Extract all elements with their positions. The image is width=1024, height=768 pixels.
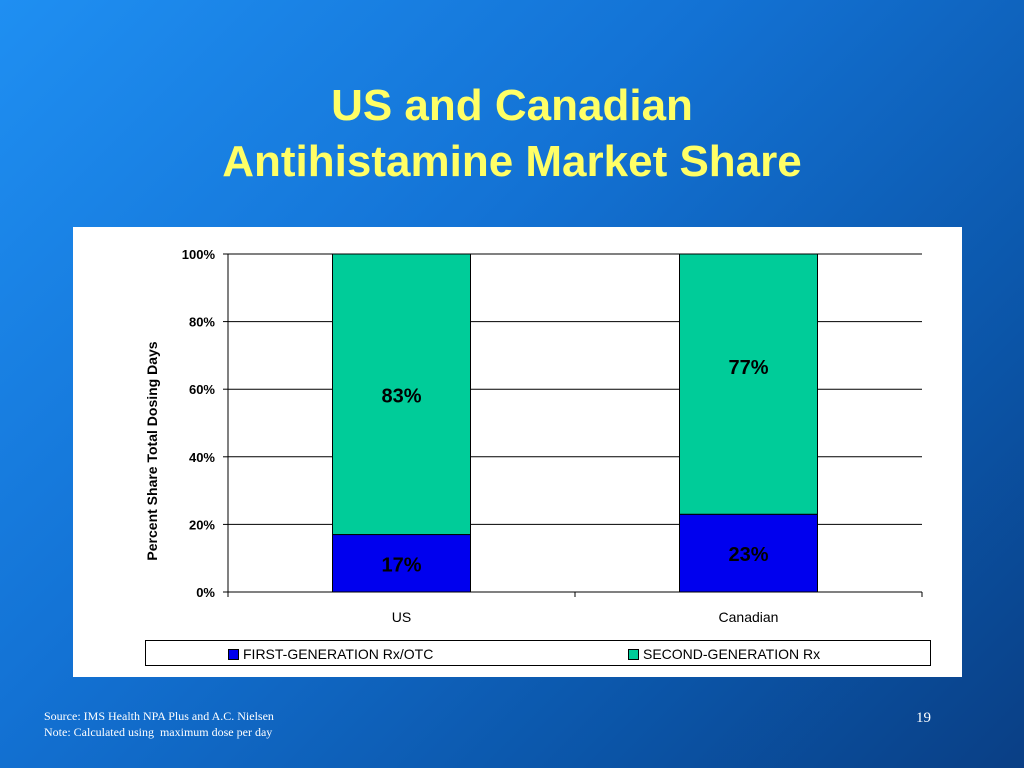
data-label: 83% bbox=[381, 385, 421, 407]
source-note: Source: IMS Health NPA Plus and A.C. Nie… bbox=[44, 709, 274, 723]
y-tick-label: 20% bbox=[189, 517, 215, 532]
legend-swatch-second-generation bbox=[628, 648, 639, 660]
y-tick-label: 0% bbox=[196, 585, 215, 600]
title-line-1: US and Canadian bbox=[331, 81, 693, 130]
bar-segment-second-generation-us bbox=[332, 253, 471, 536]
chart-legend: FIRST-GENERATION Rx/OTC SECOND-GENERATIO… bbox=[145, 640, 931, 666]
chart-area: 17% 83% 23% 77% 0% 20% 40% 60% 80% 100% US Canadia… bbox=[73, 227, 962, 677]
data-label: 23% bbox=[728, 544, 768, 566]
bar-segment-first-generation-us bbox=[332, 534, 471, 593]
bar-segment-second-generation-canadian bbox=[679, 253, 818, 515]
x-tick-label: Canadian bbox=[719, 609, 779, 625]
stacked-bar-chart: 17% 83% 23% 77% 0% 20% 40% 60% 80% 100% US Canadia… bbox=[144, 247, 923, 625]
title-line-2: Antihistamine Market Share bbox=[222, 137, 802, 186]
legend-label-second-generation: SECOND-GENERATION Rx bbox=[643, 646, 821, 662]
legend-item-first-generation: FIRST-GENERATION Rx/OTC bbox=[228, 645, 433, 663]
slide-title: US and Canadian Antihistamine Market Sha… bbox=[0, 78, 1024, 190]
axes: 0% 20% 40% 60% 80% 100% US Canadian bbox=[182, 247, 923, 625]
calculation-note: Note: Calculated using maximum dose per … bbox=[44, 725, 273, 739]
y-tick-label: 40% bbox=[189, 450, 215, 465]
data-label: 77% bbox=[728, 357, 768, 379]
legend-label-first-generation: FIRST-GENERATION Rx/OTC bbox=[243, 646, 434, 662]
y-axis-title: Percent Share Total Dosing Days bbox=[144, 341, 160, 560]
data-label: 17% bbox=[381, 554, 421, 576]
x-tick-label: US bbox=[392, 609, 411, 625]
y-tick-label: 80% bbox=[189, 315, 215, 330]
y-tick-label: 100% bbox=[182, 247, 216, 262]
legend-swatch-first-generation bbox=[228, 648, 239, 660]
page-number: 19 bbox=[916, 710, 931, 726]
bars: 17% 83% 23% 77% bbox=[332, 253, 818, 593]
legend-item-second-generation: SECOND-GENERATION Rx bbox=[628, 645, 820, 663]
y-tick-label: 60% bbox=[189, 382, 215, 397]
